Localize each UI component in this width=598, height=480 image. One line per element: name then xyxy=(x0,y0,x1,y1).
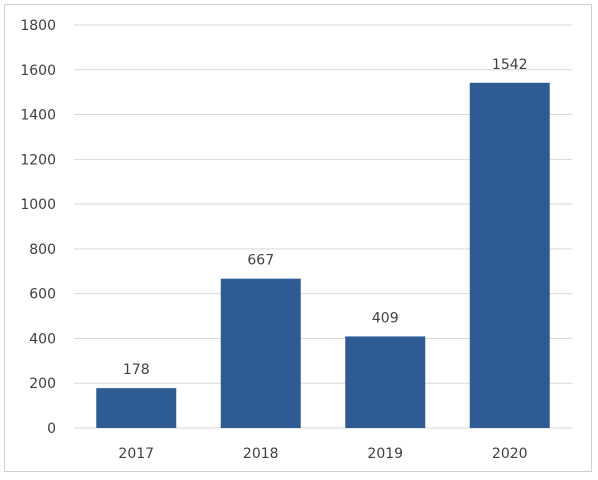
bar-2017 xyxy=(96,388,177,428)
bars xyxy=(96,82,550,428)
data-label-2020: 1542 xyxy=(492,57,528,73)
x-tick-label-2020: 2020 xyxy=(492,446,528,462)
y-tick-label: 1400 xyxy=(20,108,56,124)
x-tick-label-2017: 2017 xyxy=(118,446,154,462)
y-axis-ticks: 0 200 400 600 800 1000 1200 1400 1600 1800 xyxy=(20,18,56,437)
y-tick-label: 200 xyxy=(29,376,56,392)
bar-2020 xyxy=(469,82,550,428)
y-tick-label: 1600 xyxy=(20,63,56,79)
y-tick-label: 1000 xyxy=(20,197,56,213)
bar-2019 xyxy=(345,336,426,428)
data-label-2018: 667 xyxy=(247,253,274,269)
y-tick-label: 600 xyxy=(29,287,56,303)
bar-2018 xyxy=(220,278,301,428)
data-label-2019: 409 xyxy=(372,310,399,326)
data-labels: 178 667 409 1542 xyxy=(123,57,528,378)
x-tick-label-2018: 2018 xyxy=(243,446,279,462)
y-tick-label: 1800 xyxy=(20,18,56,34)
y-tick-label: 1200 xyxy=(20,152,56,168)
data-label-2017: 178 xyxy=(123,362,150,378)
x-tick-label-2019: 2019 xyxy=(367,446,403,462)
x-axis-ticks: 2017 2018 2019 2020 xyxy=(118,446,527,462)
y-tick-label: 800 xyxy=(29,242,56,258)
y-tick-label: 400 xyxy=(29,331,56,347)
y-tick-label: 0 xyxy=(47,421,56,437)
